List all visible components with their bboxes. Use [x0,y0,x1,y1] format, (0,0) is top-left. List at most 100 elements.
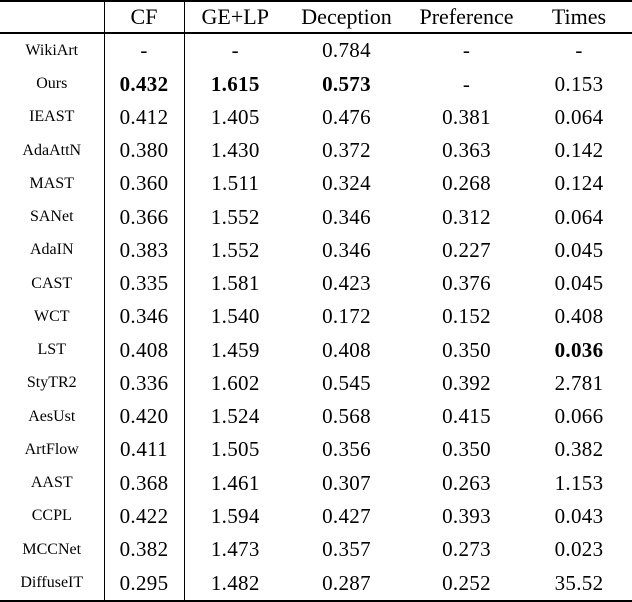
method-cell: AAST [0,466,105,500]
method-cell: WCT [0,300,105,334]
value-cell: 35.52 [554,570,604,595]
value-cell: 0.356 [322,437,371,462]
value-cell: 0.336 [104,366,185,401]
value-cell: 0.412 [104,100,185,135]
value-cell: 0.295 [104,566,185,601]
value-cell: 0.273 [442,537,491,562]
value-cell: 0.346 [322,204,371,229]
value-cell: 0.408 [104,333,185,367]
value-cell: 1.540 [210,304,260,329]
value-cell: 0.381 [442,104,491,129]
value-cell: - [104,33,185,68]
table-row: AdaAttN 0.380 1.430 0.372 0.363 0.142 [0,134,632,168]
value-cell: 0.045 [554,271,604,296]
value-cell: 0.573 [322,71,371,96]
value-cell: 0.545 [322,370,371,395]
value-cell: 1.524 [210,404,260,429]
value-cell: 1.602 [210,370,260,395]
value-cell: 1.153 [554,470,604,495]
value-cell: 1.461 [210,470,260,495]
value-cell: 0.415 [442,404,491,429]
method-cell: AdaAttN [0,134,105,168]
table-row: AAST 0.368 1.461 0.307 0.263 1.153 [0,466,632,500]
value-cell: 0.043 [554,503,604,528]
value-cell: 0.350 [442,337,491,362]
method-cell: MCCNet [0,533,105,567]
table-row: IEAST 0.412 1.405 0.476 0.381 0.064 [0,100,632,135]
value-cell: 0.368 [104,466,185,500]
metric-column-header: GE+LP [184,1,286,34]
value-cell: 0.312 [442,204,491,229]
value-cell: 1.459 [210,337,260,362]
method-cell: AesUst [0,400,105,434]
value-cell: 0.064 [554,204,604,229]
value-cell: 0.153 [554,71,604,96]
table-row: Ours 0.432 1.615 0.573 - 0.153 [0,67,632,101]
value-cell: 0.287 [322,570,371,595]
metric-column-header: CF [104,1,185,34]
value-cell: 0.366 [104,200,185,234]
value-cell: 2.781 [554,370,604,395]
value-cell: 0.142 [554,138,604,163]
method-cell: ArtFlow [0,433,105,467]
method-cell: StyTR2 [0,366,105,401]
value-cell: 1.552 [210,237,260,262]
table-row: CAST 0.335 1.581 0.423 0.376 0.045 [0,267,632,301]
value-cell: 0.423 [322,271,371,296]
table-body: WikiArt - -0.784- - Ours 0.432 1.615 0.573-0.15… [0,33,632,601]
method-cell: DiffuseIT [0,566,105,601]
table-row: AdaIN 0.383 1.552 0.346 0.227 0.045 [0,233,632,268]
value-cell: 0.346 [104,300,185,334]
table-row: MCCNet 0.382 1.473 0.357 0.273 0.023 [0,533,632,567]
value-cell: 0.350 [442,437,491,462]
value-cell: 0.422 [104,499,185,534]
value-cell: 0.023 [554,537,604,562]
value-cell: 0.064 [554,104,604,129]
value-cell: 0.036 [554,337,604,362]
value-cell: 1.430 [210,138,260,163]
value-cell: 0.408 [554,304,604,329]
value-cell: 0.568 [322,404,371,429]
value-cell: - [462,71,471,96]
value-cell: 0.357 [322,537,371,562]
method-cell: AdaIN [0,233,105,268]
header-row: CF GE+LP Deception Preference Times [0,1,632,34]
value-cell: - [575,38,583,63]
value-cell: 0.252 [442,570,491,595]
value-cell: 0.307 [322,470,371,495]
value-cell: 0.432 [104,67,185,101]
value-cell: 0.411 [104,433,185,467]
value-cell: 1.473 [210,537,260,562]
value-cell: 0.427 [322,503,371,528]
value-cell: 1.552 [210,204,260,229]
value-cell: 1.615 [210,71,260,96]
method-cell: CCPL [0,499,105,534]
table-row: MAST 0.360 1.511 0.324 0.268 0.124 [0,167,632,201]
value-cell: - [462,38,471,63]
method-cell: CAST [0,267,105,301]
table-row: LST 0.408 1.459 0.408 0.350 0.036 [0,333,632,367]
table-row: SANet 0.366 1.552 0.346 0.312 0.064 [0,200,632,234]
value-cell: 0.383 [104,233,185,268]
value-cell: 0.335 [104,267,185,301]
value-cell: 1.594 [210,503,260,528]
value-cell: 0.172 [322,304,371,329]
table-row: AesUst 0.420 1.524 0.568 0.415 0.066 [0,400,632,434]
value-cell: 0.382 [554,437,604,462]
value-cell: 0.124 [554,171,604,196]
value-cell: 0.363 [442,138,491,163]
value-cell: - [231,38,239,63]
value-cell: 0.372 [322,138,371,163]
value-cell: 0.360 [104,167,185,201]
value-cell: 0.268 [442,171,491,196]
table-row: CCPL 0.422 1.594 0.427 0.393 0.043 [0,499,632,534]
table-row: WikiArt - -0.784- - [0,33,632,68]
method-cell: LST [0,333,105,367]
table-row: DiffuseIT 0.295 1.482 0.287 0.252 35.52 [0,566,632,601]
value-cell: 1.581 [210,271,260,296]
table-row: ArtFlow 0.411 1.505 0.356 0.350 0.382 [0,433,632,467]
value-cell: 0.066 [554,404,604,429]
method-cell: WikiArt [0,33,105,68]
value-cell: 1.511 [211,171,260,196]
